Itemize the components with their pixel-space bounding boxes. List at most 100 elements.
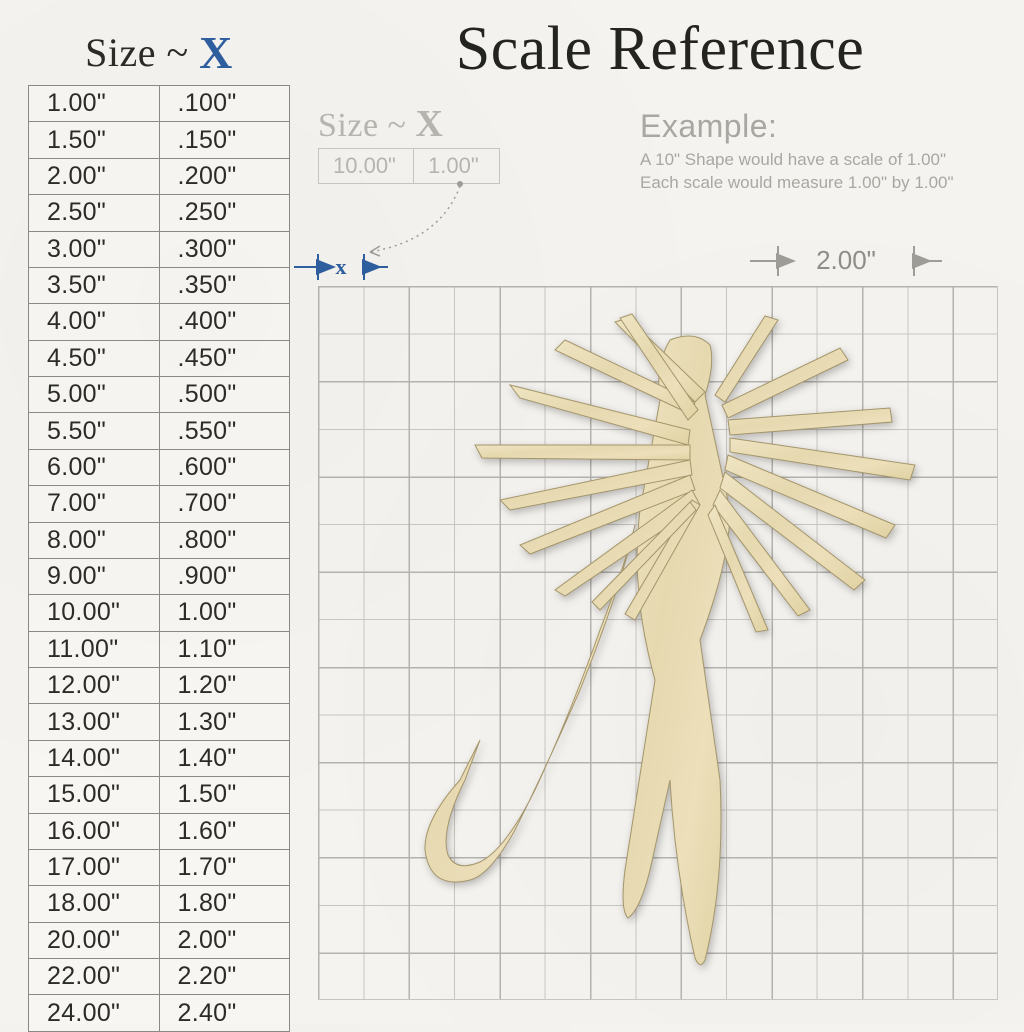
two-inch-label: 2.00" <box>816 245 876 275</box>
scale-cell: 2.20" <box>159 959 290 995</box>
table-row: 24.00"2.40" <box>29 995 290 1031</box>
scale-cell: 1.10" <box>159 631 290 667</box>
scale-cell: .900" <box>159 558 290 594</box>
scale-cell: .100" <box>159 86 290 122</box>
table-row: 5.50".550" <box>29 413 290 449</box>
size-cell: 8.00" <box>29 522 160 558</box>
table-row: 1.50".150" <box>29 122 290 158</box>
table-row: 8.00".800" <box>29 522 290 558</box>
size-cell: 22.00" <box>29 959 160 995</box>
scale-cell: .250" <box>159 195 290 231</box>
scale-cell: .550" <box>159 413 290 449</box>
scale-cell: 1.30" <box>159 704 290 740</box>
example-block: Example: A 10" Shape would have a scale … <box>640 108 1010 195</box>
scale-cell: 1.50" <box>159 777 290 813</box>
size-cell: 1.00" <box>29 86 160 122</box>
table-row: 12.00"1.20" <box>29 668 290 704</box>
sub-size-box: Size ~ X 10.00" 1.00" <box>318 102 500 184</box>
table-row: 16.00"1.60" <box>29 813 290 849</box>
scale-cell: 1.80" <box>159 886 290 922</box>
size-label: Size ~ <box>85 30 199 75</box>
scale-cell: .300" <box>159 231 290 267</box>
two-inch-dimension: 2.00" <box>750 240 970 280</box>
size-cell: 10.00" <box>29 595 160 631</box>
size-cell: 4.00" <box>29 304 160 340</box>
size-cell: 13.00" <box>29 704 160 740</box>
size-cell: 18.00" <box>29 886 160 922</box>
scale-cell: .400" <box>159 304 290 340</box>
page-title: Scale Reference <box>310 14 1010 85</box>
size-cell: 7.00" <box>29 486 160 522</box>
size-cell: 5.00" <box>29 377 160 413</box>
size-cell: 3.50" <box>29 267 160 303</box>
scale-cell: .150" <box>159 122 290 158</box>
table-row: 5.00".500" <box>29 377 290 413</box>
scale-cell: 2.00" <box>159 922 290 958</box>
size-table-container: Size ~ X 1.00".100"1.50".150"2.00".200"2… <box>28 26 290 1032</box>
table-row: 1.00".100" <box>29 86 290 122</box>
size-cell: 2.50" <box>29 195 160 231</box>
size-cell: 24.00" <box>29 995 160 1031</box>
table-row: 2.50".250" <box>29 195 290 231</box>
dotted-connector <box>350 180 470 260</box>
scale-cell: .200" <box>159 158 290 194</box>
table-row: 10.00"1.00" <box>29 595 290 631</box>
table-row: 3.50".350" <box>29 267 290 303</box>
scale-cell: 1.70" <box>159 849 290 885</box>
table-row: 6.00".600" <box>29 449 290 485</box>
table-row: 20.00"2.00" <box>29 922 290 958</box>
sub-size-prefix: Size ~ <box>318 107 415 144</box>
size-cell: 14.00" <box>29 740 160 776</box>
x-dim-label: x <box>336 254 347 279</box>
size-cell: 9.00" <box>29 558 160 594</box>
size-cell: 2.00" <box>29 158 160 194</box>
sub-size-title: Size ~ X <box>318 102 500 146</box>
scale-cell: .700" <box>159 486 290 522</box>
table-row: 9.00".900" <box>29 558 290 594</box>
table-row: 17.00"1.70" <box>29 849 290 885</box>
size-cell: 17.00" <box>29 849 160 885</box>
size-cell: 20.00" <box>29 922 160 958</box>
sub-size-x: X <box>415 103 443 145</box>
example-line-2: Each scale would measure 1.00" by 1.00" <box>640 172 1010 195</box>
scale-cell: 1.20" <box>159 668 290 704</box>
table-row: 3.00".300" <box>29 231 290 267</box>
lure-shape <box>370 310 940 980</box>
scale-cell: .350" <box>159 267 290 303</box>
scale-cell: 2.40" <box>159 995 290 1031</box>
size-cell: 6.00" <box>29 449 160 485</box>
size-cell: 1.50" <box>29 122 160 158</box>
size-cell: 4.50" <box>29 340 160 376</box>
table-row: 7.00".700" <box>29 486 290 522</box>
scale-cell: 1.00" <box>159 595 290 631</box>
size-cell: 3.00" <box>29 231 160 267</box>
table-row: 4.50".450" <box>29 340 290 376</box>
size-cell: 5.50" <box>29 413 160 449</box>
size-cell: 16.00" <box>29 813 160 849</box>
size-table-header: Size ~ X <box>28 26 290 85</box>
x-dimension-marker: x <box>312 250 412 280</box>
sub-size-left: 10.00" <box>318 148 414 184</box>
sub-size-row: 10.00" 1.00" <box>318 148 500 184</box>
scale-cell: .800" <box>159 522 290 558</box>
sub-size-right: 1.00" <box>414 148 500 184</box>
example-heading: Example: <box>640 108 1010 145</box>
size-cell: 15.00" <box>29 777 160 813</box>
size-x: X <box>199 27 233 78</box>
scale-cell: .450" <box>159 340 290 376</box>
table-row: 4.00".400" <box>29 304 290 340</box>
table-row: 15.00"1.50" <box>29 777 290 813</box>
scale-cell: .500" <box>159 377 290 413</box>
table-row: 18.00"1.80" <box>29 886 290 922</box>
scale-cell: 1.60" <box>159 813 290 849</box>
scale-cell: .600" <box>159 449 290 485</box>
table-row: 22.00"2.20" <box>29 959 290 995</box>
example-line-1: A 10" Shape would have a scale of 1.00" <box>640 149 1010 172</box>
table-row: 11.00"1.10" <box>29 631 290 667</box>
scale-cell: 1.40" <box>159 740 290 776</box>
table-row: 2.00".200" <box>29 158 290 194</box>
table-row: 14.00"1.40" <box>29 740 290 776</box>
table-row: 13.00"1.30" <box>29 704 290 740</box>
size-cell: 12.00" <box>29 668 160 704</box>
size-table: 1.00".100"1.50".150"2.00".200"2.50".250"… <box>28 85 290 1032</box>
